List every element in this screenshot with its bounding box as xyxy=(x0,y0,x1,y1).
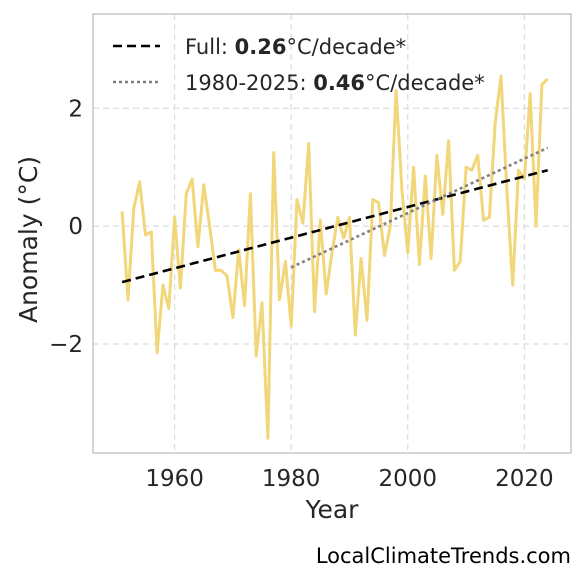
legend-value: 0.26 xyxy=(235,35,287,59)
plot-frame xyxy=(92,13,572,454)
x-tick-label: 1960 xyxy=(145,466,204,492)
series-line-1980-2025 xyxy=(290,146,549,269)
series-layer xyxy=(120,74,549,440)
x-tick-label: 1980 xyxy=(262,466,321,492)
legend-entry: 1980-2025: 0.46°C/decade* xyxy=(185,71,485,95)
y-tick-label: 0 xyxy=(68,214,83,240)
legend-unit: °C/decade* xyxy=(365,71,485,95)
x-axis-label: Year xyxy=(305,495,360,524)
y-tick-label: 2 xyxy=(68,96,83,122)
legend-label: Full: xyxy=(185,35,235,59)
x-tick-label: 2020 xyxy=(495,466,554,492)
legend-label: 1980-2025: xyxy=(185,71,313,95)
legend-unit: °C/decade* xyxy=(287,35,407,59)
legend-entry: Full: 0.26°C/decade* xyxy=(185,35,406,59)
legend: Full: 0.26°C/decade*1980-2025: 0.46°C/de… xyxy=(113,35,485,95)
grid xyxy=(93,14,571,453)
y-tick-label: −2 xyxy=(49,332,83,358)
series-line-full xyxy=(121,168,549,284)
series-line-anomaly xyxy=(120,74,549,440)
source-credit: LocalClimateTrends.com xyxy=(315,544,571,568)
y-tick-labels: −2 0 2 xyxy=(49,96,83,358)
y-axis-label: Anomaly (°C) xyxy=(14,156,43,323)
legend-value: 0.46 xyxy=(313,71,365,95)
x-tick-labels: 1960 1980 2000 2020 xyxy=(145,466,553,492)
x-tick-label: 2000 xyxy=(379,466,438,492)
